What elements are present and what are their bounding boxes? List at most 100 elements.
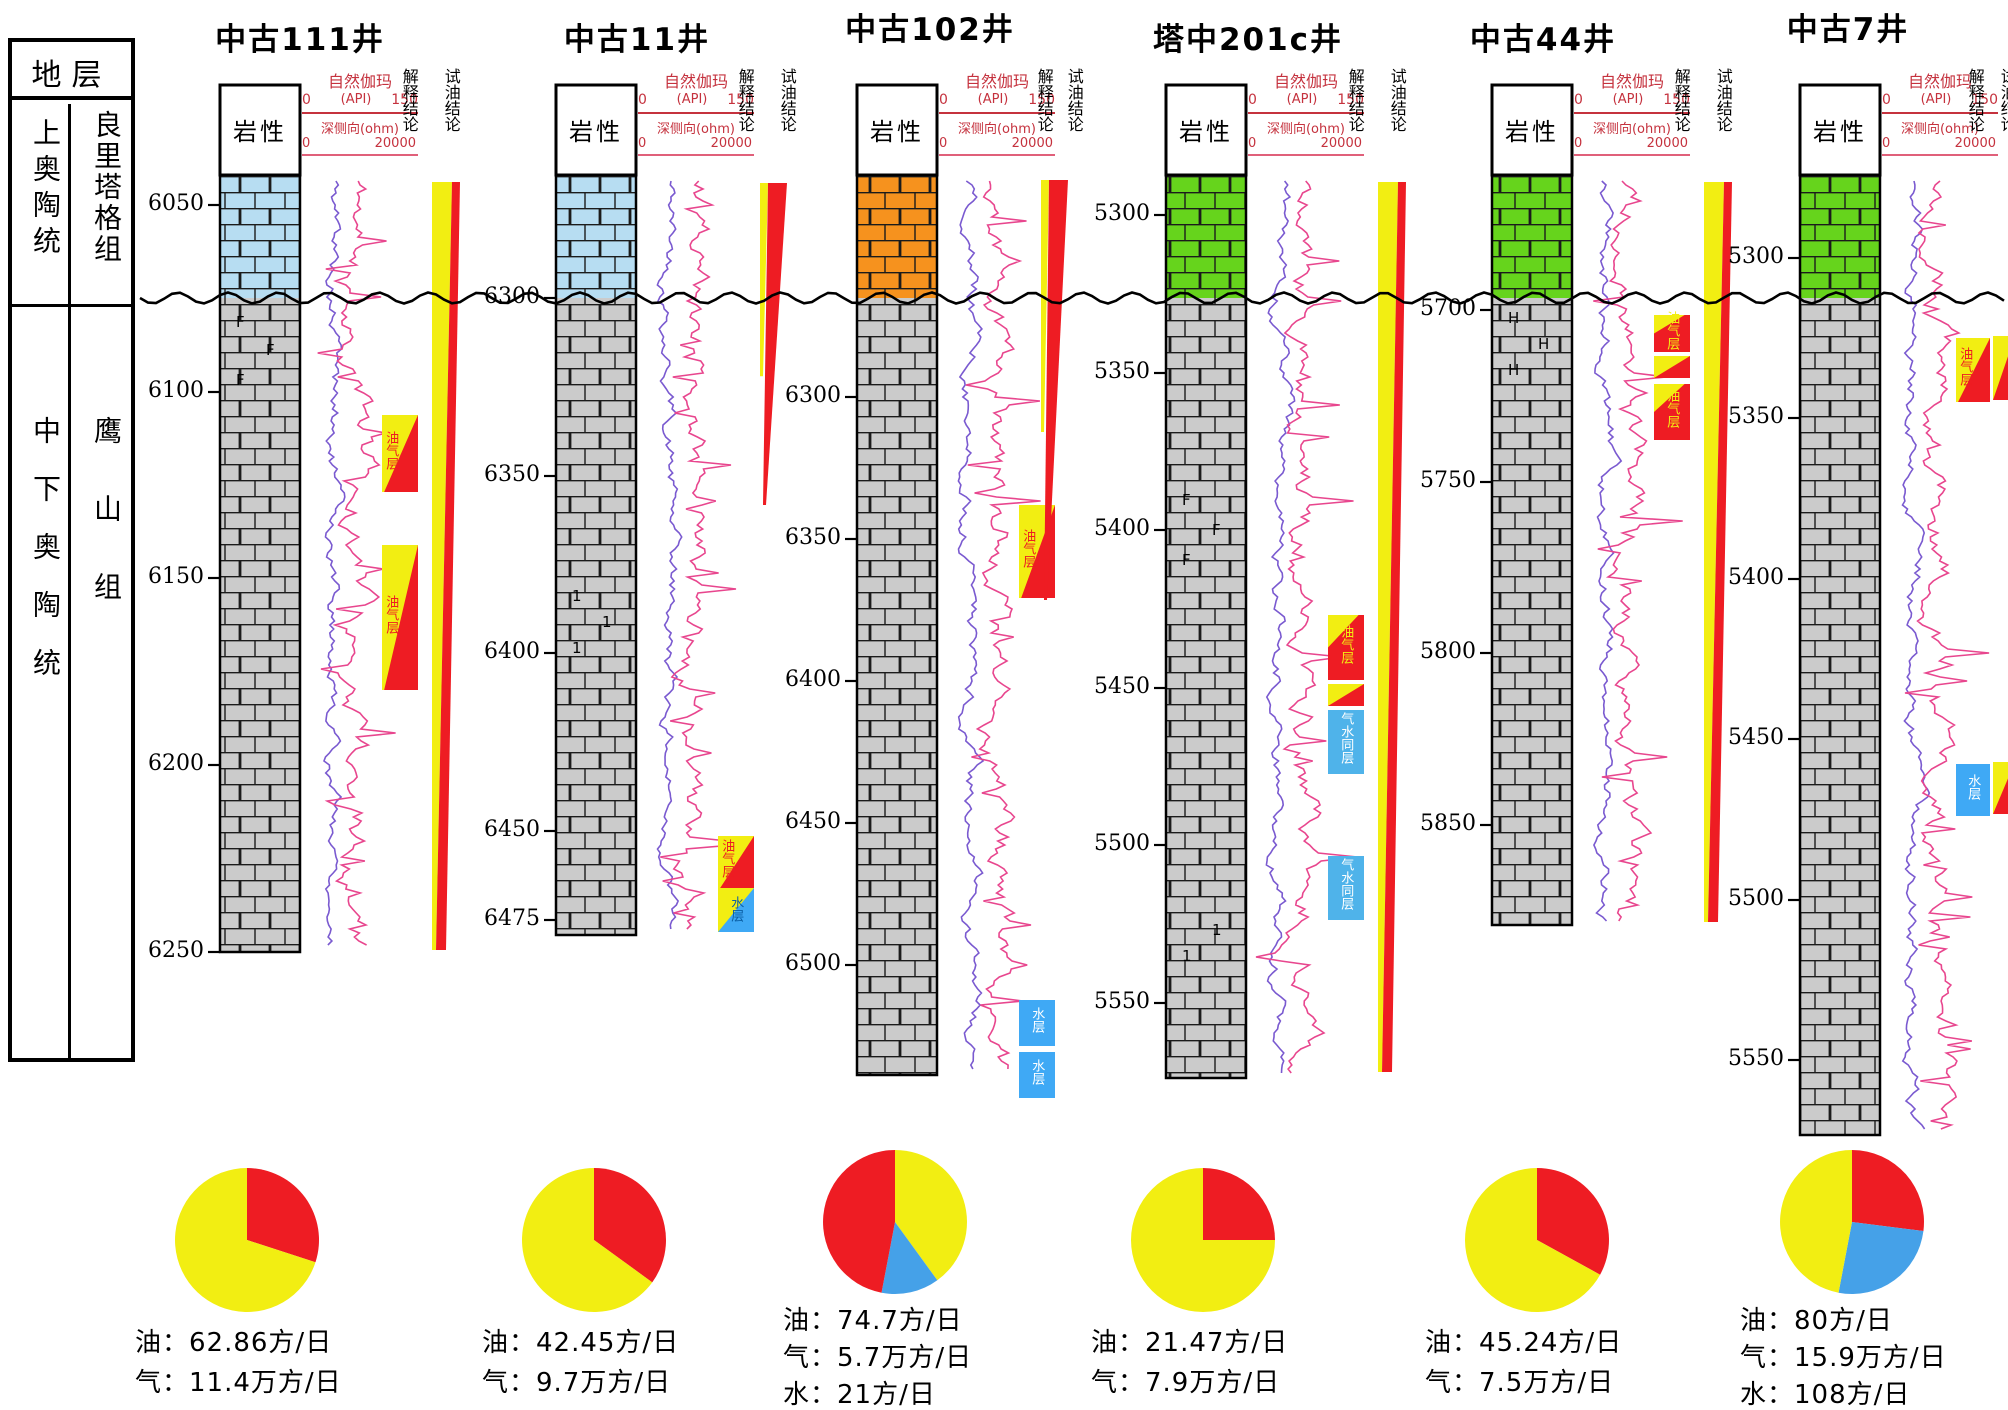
- gamma-header: 自然伽玛: [1599, 72, 1664, 91]
- interpretation-column-label: 解释结论: [1965, 68, 1985, 132]
- res-min-label: 0: [1574, 136, 1583, 151]
- depth-label: 6400: [484, 639, 540, 664]
- gamma-scale-line: [939, 112, 1055, 114]
- depth-label: 6475: [484, 906, 540, 931]
- water-layer-marker-blue: [718, 888, 754, 932]
- gamma-min-label: 0: [1882, 92, 1891, 108]
- production-line: 气：7.9万方/日: [1091, 1368, 1281, 1398]
- gas-water-layer-marker: [1328, 710, 1364, 774]
- gamma-unit-label: (API): [1286, 92, 1318, 107]
- gamma-min-label: 0: [638, 92, 647, 108]
- oil-gas-layer-marker-red: [384, 545, 418, 690]
- production-pie-slice: [1780, 1150, 1852, 1293]
- lithology-symbol: F: [1212, 521, 1221, 539]
- gamma-unit-label: (API): [977, 92, 1009, 107]
- production-pie-slice: [247, 1168, 320, 1263]
- upper-formation-section: [857, 175, 937, 298]
- gamma-header: 自然伽玛: [663, 72, 728, 91]
- oil-test-wedge-red: [436, 182, 460, 950]
- resistivity-curve: [660, 180, 737, 930]
- lithology-header-box: [218, 83, 302, 177]
- resistivity-header: 深侧向(ohm): [1900, 122, 1979, 137]
- interpretation-column-label: 解释结论: [1034, 68, 1054, 132]
- lithology-symbol: F: [1182, 491, 1191, 509]
- resistivity-curve: [1255, 180, 1358, 1074]
- depth-label: 5400: [1728, 565, 1784, 590]
- well-title: 中古11井: [563, 22, 711, 58]
- depth-label: 5450: [1094, 674, 1150, 699]
- strat-body: 上奥陶统 良里塔格组 中下奥陶统 鹰山组: [12, 104, 131, 1058]
- lithology-column: [554, 173, 638, 937]
- series-mid-lower-ordovician: 中下奥陶统: [29, 416, 62, 706]
- oil-gas-layer-marker-red: [720, 836, 754, 888]
- strat-row-divider: [12, 304, 131, 307]
- res-scale-line: [1574, 154, 1690, 156]
- depth-label: 6400: [785, 667, 841, 692]
- lithology-symbol: H: [1538, 335, 1550, 353]
- res-scale-line: [1248, 154, 1364, 156]
- depth-label: 6450: [484, 817, 540, 842]
- oil-test-wedge-red: [1708, 182, 1732, 922]
- lithology-label: 岩性: [870, 118, 924, 146]
- lithology-symbol: 1: [1212, 921, 1222, 939]
- gas-water-layer-label: 气水同层: [1338, 712, 1354, 764]
- stratigraphy-table: 地层 上奥陶统 良里塔格组 中下奥陶统 鹰山组: [8, 38, 135, 1062]
- production-line: 气：7.5万方/日: [1425, 1368, 1615, 1398]
- oil-gas-layer-label: 油气层: [383, 430, 399, 470]
- depth-label: 5550: [1094, 989, 1150, 1014]
- gamma-ray-curve: [957, 180, 985, 1070]
- production-pie-slice: [1203, 1168, 1275, 1240]
- lower-formation-section: [1492, 298, 1572, 925]
- resistivity-header: 深侧向(ohm): [1266, 122, 1345, 137]
- resistivity-header: 深侧向(ohm): [957, 122, 1036, 137]
- resistivity-curve: [965, 180, 1041, 1070]
- res-scale-line: [638, 154, 754, 156]
- depth-label: 5500: [1728, 886, 1784, 911]
- lithology-label: 岩性: [1813, 118, 1867, 146]
- depth-label: 6450: [785, 809, 841, 834]
- lithology-label: 岩性: [1505, 118, 1559, 146]
- oil-gas-layer-label: 油气层: [383, 594, 399, 634]
- res-max-label: 20000: [1320, 136, 1362, 151]
- depth-label: 6250: [148, 938, 204, 963]
- upper-formation-section: [1492, 175, 1572, 298]
- depth-label: 6200: [148, 751, 204, 776]
- production-line: 油：62.86方/日: [135, 1328, 333, 1358]
- gamma-header: 自然伽玛: [327, 72, 392, 91]
- production-line: 水：21方/日: [783, 1380, 936, 1410]
- oil-test-wedge-yellow: [1704, 182, 1724, 922]
- depth-label: 6350: [484, 462, 540, 487]
- water-layer-marker: [1019, 1000, 1055, 1046]
- res-max-label: 20000: [1011, 136, 1053, 151]
- water-layer-marker: [1956, 764, 1990, 816]
- oil-gas-layer-label: 油气层: [1020, 528, 1036, 568]
- depth-label: 6050: [148, 191, 204, 216]
- oil-test-column-label: 试油结论: [1387, 68, 1407, 132]
- oil-gas-layer-marker-red: [384, 415, 418, 492]
- production-pie-slice: [594, 1168, 667, 1283]
- production-line: 气：11.4万方/日: [135, 1368, 342, 1398]
- resistivity-curve: [1904, 180, 1990, 1130]
- production-pie-slice: [1838, 1222, 1924, 1294]
- res-scale-line: [302, 154, 418, 156]
- depth-label: 6150: [148, 564, 204, 589]
- res-max-label: 20000: [1646, 136, 1688, 151]
- depth-label: 5550: [1728, 1046, 1784, 1071]
- well-title: 中古44井: [1469, 22, 1617, 58]
- lithology-symbol: F: [1182, 551, 1191, 569]
- depth-label: 6500: [785, 951, 841, 976]
- production-line: 油：21.47方/日: [1091, 1328, 1289, 1358]
- unconformity-line: [139, 291, 2005, 305]
- well-title: 中古7井: [1786, 12, 1910, 48]
- depth-label: 5350: [1728, 404, 1784, 429]
- oil-test-wedge-red: [1044, 180, 1068, 600]
- lithology-symbol: 1: [572, 639, 582, 657]
- production-pie-slice: [1852, 1150, 1924, 1232]
- depth-label: 5850: [1420, 811, 1476, 836]
- lithology-label: 岩性: [1179, 118, 1233, 146]
- res-min-label: 0: [302, 136, 311, 151]
- resistivity-header: 深侧向(ohm): [320, 122, 399, 137]
- res-max-label: 20000: [374, 136, 416, 151]
- lower-formation-section: [1800, 298, 1880, 1135]
- oil-test-wedge-yellow: [432, 182, 452, 950]
